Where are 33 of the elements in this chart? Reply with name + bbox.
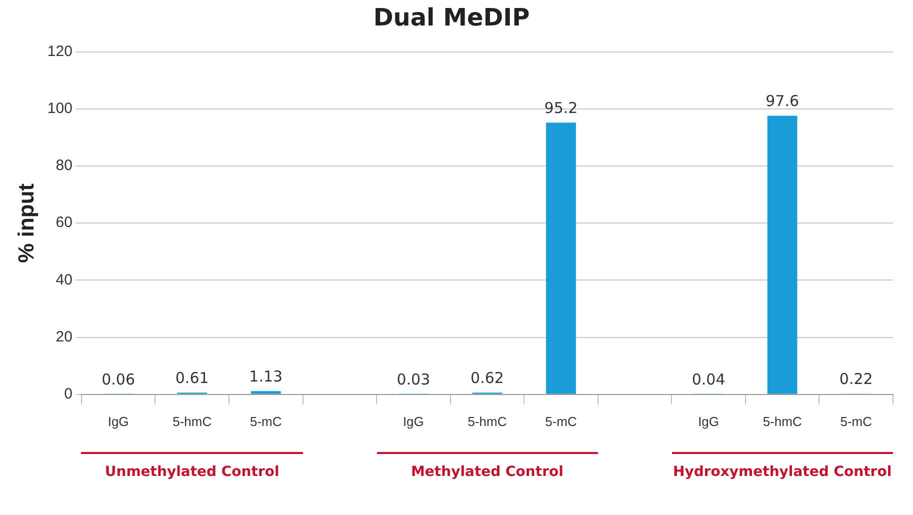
x-tick-label: 5-hmC bbox=[468, 414, 507, 429]
data-label: 0.03 bbox=[396, 370, 430, 389]
data-label: 0.62 bbox=[470, 369, 504, 388]
y-tick-label: 100 bbox=[47, 100, 72, 118]
x-tick-label: IgG bbox=[108, 414, 129, 429]
y-tick-label: 80 bbox=[56, 157, 72, 174]
y-tick-label: 40 bbox=[56, 271, 72, 288]
data-label: 95.2 bbox=[544, 98, 578, 117]
data-label: 0.04 bbox=[692, 370, 726, 389]
data-label: 0.61 bbox=[175, 369, 209, 388]
x-tick-label: 5-hmC bbox=[762, 414, 802, 429]
bar bbox=[546, 122, 576, 394]
x-tick-label: 5-mC bbox=[840, 414, 872, 429]
x-tick-label: 5-mC bbox=[545, 414, 577, 429]
x-tick-label: 5-hmC bbox=[172, 414, 212, 429]
text: Methylated Control bbox=[376, 452, 598, 480]
x-tick-label: IgG bbox=[698, 414, 720, 429]
data-label: 1.13 bbox=[249, 368, 283, 386]
x-tick-label: 5-mC bbox=[250, 414, 282, 429]
x-tick-label: IgG bbox=[402, 414, 424, 429]
y-tick-label: 60 bbox=[56, 214, 72, 232]
chart-title: Dual MeDIP bbox=[373, 4, 530, 32]
y-tick-label: 120 bbox=[47, 42, 72, 60]
y-tick-label: 0 bbox=[64, 386, 72, 403]
bar bbox=[250, 391, 281, 394]
y-axis-title: % input bbox=[13, 182, 38, 263]
y-tick-label: 20 bbox=[56, 328, 72, 346]
data-label: 0.06 bbox=[102, 370, 136, 389]
text: Hydroxymethylated Control bbox=[672, 452, 893, 480]
text: Unmethylated Control bbox=[81, 452, 303, 480]
data-label: 97.6 bbox=[766, 92, 800, 110]
bar bbox=[767, 116, 798, 394]
data-label: 0.22 bbox=[839, 370, 873, 388]
